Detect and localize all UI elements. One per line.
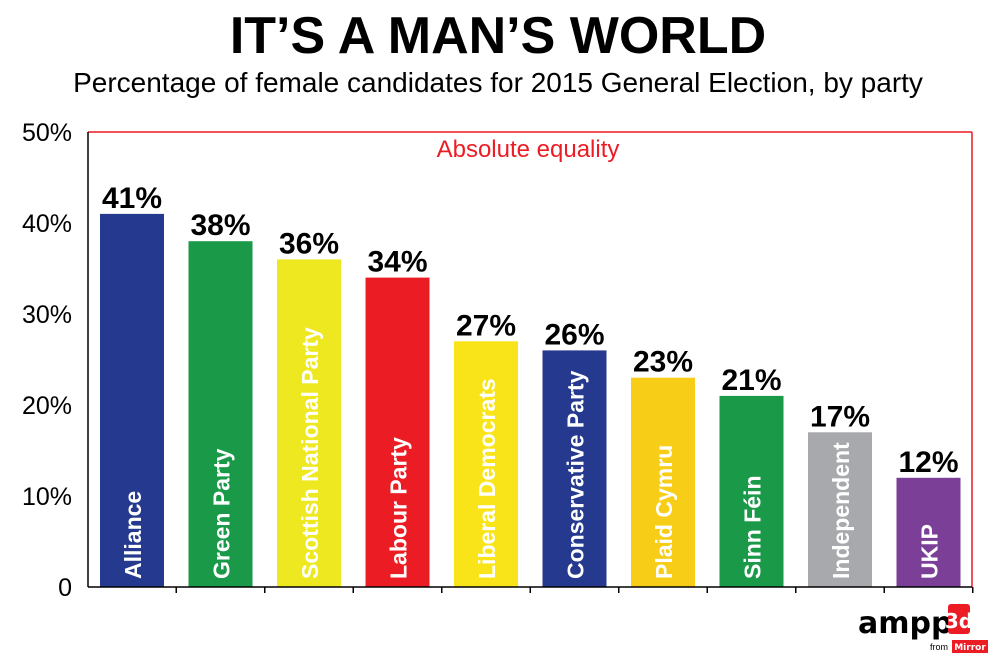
data-label: 12% — [898, 446, 958, 479]
bar — [365, 277, 430, 587]
category-label: Conservative Party — [563, 370, 589, 579]
bar — [631, 377, 695, 587]
brand-from-text: from — [930, 642, 948, 652]
reference-line-label: Absolute equality — [437, 136, 620, 163]
data-label: 21% — [721, 364, 781, 397]
category-label: Liberal Democrats — [474, 378, 500, 579]
data-label: 41% — [102, 182, 162, 215]
brand-mirror-text: Mirror — [954, 643, 986, 653]
y-tick-label: 20% — [22, 392, 72, 420]
bar — [454, 341, 518, 587]
chart-title: IT’S A MAN’S WORLD — [230, 7, 766, 65]
category-label: Alliance — [120, 491, 146, 579]
brand-logo-text: ampp — [858, 606, 952, 641]
bar — [188, 241, 253, 587]
bar — [100, 213, 164, 587]
plot-area: Absolute equality 41% Alliance 38% Green Par… — [87, 131, 974, 593]
brand-logo-mark-bg — [948, 604, 970, 634]
brand-logo: ampp 3d from Mirror — [858, 604, 988, 653]
category-label: Independent — [828, 442, 854, 579]
category-label: Green Party — [209, 448, 235, 579]
category-label: Scottish National Party — [297, 327, 323, 579]
bar — [896, 477, 961, 587]
brand-mirror-bg — [952, 640, 988, 653]
data-label: 17% — [810, 400, 870, 433]
data-label: 27% — [456, 309, 516, 342]
category-label: UKIP — [917, 524, 943, 579]
data-label: 23% — [633, 346, 693, 379]
category-label: Labour Party — [386, 437, 412, 579]
bar — [542, 350, 607, 587]
y-tick-label: 0 — [58, 574, 72, 602]
data-label: 34% — [367, 246, 427, 279]
category-label: Sinn Féin — [740, 476, 766, 580]
data-label: 38% — [190, 209, 250, 242]
y-tick-label: 40% — [22, 210, 72, 238]
bar — [808, 432, 872, 587]
bar — [719, 395, 784, 587]
data-label: 26% — [544, 318, 604, 351]
category-label: Plaid Cymru — [651, 445, 677, 579]
bar — [277, 259, 341, 587]
y-tick-label: 10% — [22, 483, 72, 511]
brand-logo-mark: 3d — [945, 609, 973, 633]
y-tick-label: 50% — [22, 119, 72, 147]
y-tick-label: 30% — [22, 301, 72, 329]
chart-subtitle: Percentage of female candidates for 2015… — [73, 67, 923, 98]
data-label: 36% — [279, 227, 339, 260]
y-axis: 0 10% 20% 30% 40% 50% — [22, 119, 72, 602]
